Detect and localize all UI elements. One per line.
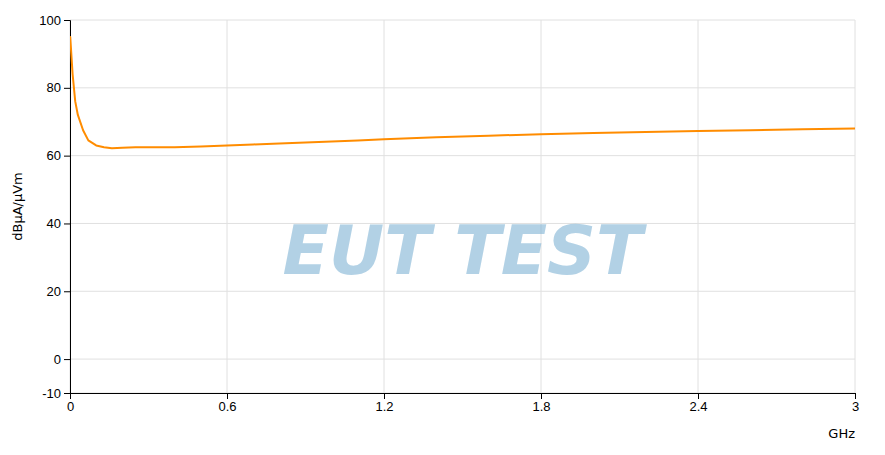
tick-mark xyxy=(698,393,699,399)
tick-mark xyxy=(64,359,70,360)
grid-line xyxy=(70,291,855,292)
grid-line xyxy=(70,155,855,156)
tick-label: 100 xyxy=(39,13,61,28)
grid-line xyxy=(541,20,542,393)
tick: -10 xyxy=(42,386,70,401)
tick: 2.4 xyxy=(689,393,707,414)
grid-line xyxy=(70,20,855,21)
tick-mark xyxy=(855,393,856,399)
grid-line xyxy=(70,87,855,88)
tick-label: 0 xyxy=(54,352,61,367)
tick-label: 1.2 xyxy=(375,399,393,414)
tick-label: 80 xyxy=(47,80,61,95)
marks xyxy=(70,37,855,148)
watermark: EUT TEST xyxy=(283,211,648,290)
tick-label: 3 xyxy=(852,399,859,414)
grid-line xyxy=(855,20,856,393)
plot: 0 0.6 1.2 1.8 2.4 3 -10 0 20 40 60 80 100 EUT TEST xyxy=(39,13,859,415)
tick: 80 xyxy=(47,80,70,95)
tick-label: 2.4 xyxy=(689,399,707,414)
axis-line xyxy=(64,21,71,394)
grid-line xyxy=(227,20,228,393)
x-axis-title: GHz xyxy=(828,426,855,441)
tick: 0 xyxy=(67,393,74,414)
grid-line xyxy=(70,359,855,360)
tick: 3 xyxy=(852,393,859,414)
tick: 1.2 xyxy=(375,393,393,414)
tick-label: 1.8 xyxy=(532,399,550,414)
tick-mark xyxy=(64,223,70,224)
tick-label: 60 xyxy=(47,148,61,163)
tick-mark xyxy=(64,20,70,21)
tick: 0.6 xyxy=(218,393,236,414)
tick-mark xyxy=(384,393,385,399)
grid-line xyxy=(384,20,385,393)
tick: 20 xyxy=(47,284,70,299)
chart: 0 0.6 1.2 1.8 2.4 3 -10 0 20 40 60 80 100 EUT TEST dBµ… xyxy=(0,0,885,455)
line xyxy=(70,37,855,148)
grid-line xyxy=(698,20,699,393)
tick-mark xyxy=(64,291,70,292)
grid xyxy=(70,20,855,393)
tick-label: 0.6 xyxy=(218,399,236,414)
tick-label: -10 xyxy=(42,386,61,401)
tick-label: 20 xyxy=(47,284,61,299)
tick-mark xyxy=(541,393,542,399)
tick-mark xyxy=(64,156,70,157)
y-axis-title: dBµA/µVm xyxy=(10,172,25,241)
tick: 60 xyxy=(47,148,70,163)
tick-label: 40 xyxy=(47,216,61,231)
tick: 100 xyxy=(39,13,70,28)
tick-label: 0 xyxy=(67,399,74,414)
x-axis: 0 0.6 1.2 1.8 2.4 3 xyxy=(67,393,859,414)
tick: 0 xyxy=(54,352,70,367)
tick: 1.8 xyxy=(532,393,550,414)
y-axis: -10 0 20 40 60 80 100 xyxy=(39,13,70,401)
tick: 40 xyxy=(47,216,70,231)
axis-line xyxy=(71,394,856,400)
tick-mark xyxy=(64,393,70,394)
tick-mark xyxy=(64,88,70,89)
tick-mark xyxy=(227,393,228,399)
